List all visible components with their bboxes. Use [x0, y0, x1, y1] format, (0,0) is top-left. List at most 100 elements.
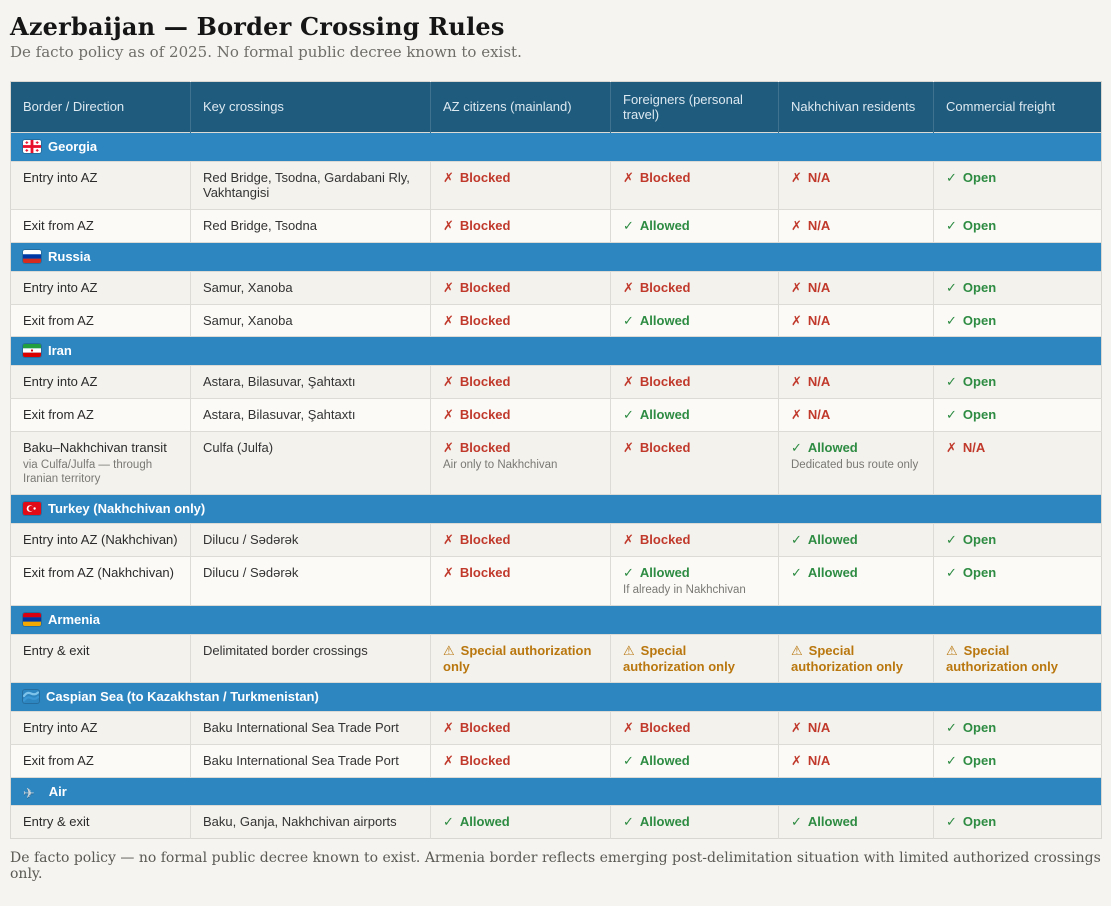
direction-cell: Exit from AZ [10, 397, 191, 432]
blocked-status-icon: ✗ [443, 439, 454, 455]
na-status-icon: ✗ [791, 279, 802, 295]
allowed-status-icon: ✓ [623, 218, 634, 234]
armenia-flag-icon [23, 613, 41, 627]
allowed-status-icon: ✓ [791, 532, 802, 547]
status-cell: ✓ Allowed [610, 397, 779, 432]
status-label: Allowed [807, 814, 858, 830]
status-label: Open [962, 169, 997, 185]
status-cell: ✗ Blocked Air only to Nakhchivan [430, 430, 611, 495]
status-cell: ✗ Blocked [610, 270, 779, 305]
table-row: Entry & exit Baku, Ganja, Nakhchivan airp… [10, 805, 1102, 839]
status-label: Allowed [807, 532, 858, 547]
table-row: Exit from AZ Samur, Xanoba ✗ Blocked ✓ Allowe… [10, 303, 1102, 337]
open-status-icon: ✓ [946, 169, 957, 185]
status-cell: ✗ Blocked [430, 303, 611, 337]
direction-label: Exit from AZ [23, 406, 94, 422]
status-cell: ✓ Open [933, 365, 1102, 399]
status-label: N/A [807, 312, 831, 328]
status-label: Blocked [459, 374, 511, 390]
direction-label: Entry into AZ (Nakhchivan) [23, 532, 178, 547]
status-note: If already in Nakhchivan [623, 583, 746, 596]
status-cell: ✗ Blocked [610, 365, 779, 399]
status-cell: ✗ N/A [778, 743, 934, 778]
page-title: Azerbaijan — Border Crossing Rules [10, 12, 505, 41]
crossings-label: Dilucu / Sədərək [203, 532, 299, 547]
status-label: Open [962, 814, 997, 830]
allowed-status-icon: ✓ [443, 814, 454, 830]
direction-cell: Exit from AZ [10, 743, 191, 778]
column-header: Border / Direction [10, 81, 191, 133]
special-status-icon: ⚠ [946, 642, 958, 658]
status-note: Dedicated bus route only [791, 458, 919, 471]
status-cell: ✗ Blocked [430, 743, 611, 778]
status-cell: ✓ Allowed [610, 805, 779, 839]
status-cell: ✓ Allowed Dedicated bus route only [778, 430, 934, 495]
crossings-cell: Astara, Bilasuvar, Şahtaxtı [190, 365, 431, 399]
crossings-label: Red Bridge, Tsodna, Gardabani Rly, Vakht… [203, 169, 410, 201]
blocked-status-icon: ✗ [623, 279, 634, 295]
na-status-icon: ✗ [791, 720, 802, 735]
open-status-icon: ✓ [946, 374, 957, 390]
column-header: AZ citizens (mainland) [430, 81, 611, 133]
status-cell: ✓ Allowed [610, 743, 779, 778]
na-status-icon: ✗ [791, 752, 802, 768]
status-cell: ✗ N/A [778, 711, 934, 745]
blocked-status-icon: ✗ [443, 564, 454, 580]
status-cell: ✗ Blocked [610, 711, 779, 745]
status-label: Blocked [459, 564, 511, 580]
status-label: N/A [807, 279, 831, 295]
status-label: Blocked [459, 532, 511, 547]
open-status-icon: ✓ [946, 532, 957, 547]
status-cell: ✗ N/A [778, 209, 934, 243]
status-cell: ✗ Blocked [430, 209, 611, 243]
status-label: Special authorization only [443, 642, 592, 674]
column-header: Commercial freight [933, 81, 1102, 133]
table-row: Entry into AZ (Nakhchivan) Dilucu / Sədər… [10, 523, 1102, 557]
blocked-status-icon: ✗ [443, 279, 454, 295]
crossings-cell: Red Bridge, Tsodna, Gardabani Rly, Vakht… [190, 160, 431, 210]
crossings-cell: Samur, Xanoba [190, 303, 431, 337]
status-cell: ✗ N/A [778, 365, 934, 399]
allowed-status-icon: ✓ [791, 814, 802, 830]
status-label: Open [962, 532, 997, 547]
status-cell: ✓ Allowed If already in Nakhchivan [610, 555, 779, 606]
status-label: Blocked [639, 532, 691, 547]
crossings-label: Dilucu / Sədərək [203, 564, 299, 580]
open-status-icon: ✓ [946, 814, 957, 830]
crossings-cell: Samur, Xanoba [190, 270, 431, 305]
blocked-status-icon: ✗ [443, 312, 454, 328]
status-cell: ✗ Blocked [610, 523, 779, 557]
table-row: Exit from AZ Baku International Sea Trade… [10, 743, 1102, 778]
status-label: Open [962, 279, 997, 295]
direction-label: Baku–Nakhchivan transit [23, 439, 167, 455]
blocked-status-icon: ✗ [623, 374, 634, 390]
section-row: Caspian Sea (to Kazakhstan / Turkmenista… [10, 682, 1102, 712]
table-row: Entry into AZ Baku International Sea Trad… [10, 711, 1102, 745]
crossings-label: Astara, Bilasuvar, Şahtaxtı [203, 374, 356, 390]
section-label: Iran [48, 343, 72, 359]
column-header: Nakhchivan residents [778, 81, 934, 133]
table-row: Exit from AZ Astara, Bilasuvar, Şahtaxtı ✗… [10, 397, 1102, 432]
status-label: Blocked [639, 374, 691, 390]
direction-cell: Baku–Nakhchivan transit via Culfa/Julfa —… [10, 430, 191, 495]
status-label: Allowed [639, 564, 690, 580]
status-label: Open [962, 374, 997, 390]
crossings-label: Delimitated border crossings [203, 642, 368, 658]
blocked-status-icon: ✗ [623, 169, 634, 185]
status-cell: ✗ N/A [933, 430, 1102, 495]
section-label: Turkey (Nakhchivan only) [48, 501, 206, 517]
na-status-icon: ✗ [791, 312, 802, 328]
status-label: Open [962, 218, 997, 234]
blocked-status-icon: ✗ [443, 752, 454, 768]
blocked-status-icon: ✗ [443, 406, 454, 422]
status-cell: ✓ Open [933, 555, 1102, 606]
section-row: Turkey (Nakhchivan only) [10, 494, 1102, 524]
section-label: Georgia [48, 139, 98, 154]
header-row: Border / Direction Key crossings AZ citize… [10, 81, 1102, 133]
border-rules-table: Border / Direction Key crossings AZ citize… [10, 81, 1102, 840]
status-label: Allowed [639, 312, 690, 328]
status-cell: ✗ N/A [778, 397, 934, 432]
allowed-status-icon: ✓ [623, 406, 634, 422]
status-label: N/A [807, 752, 831, 768]
special-status-icon: ⚠ [443, 642, 455, 658]
